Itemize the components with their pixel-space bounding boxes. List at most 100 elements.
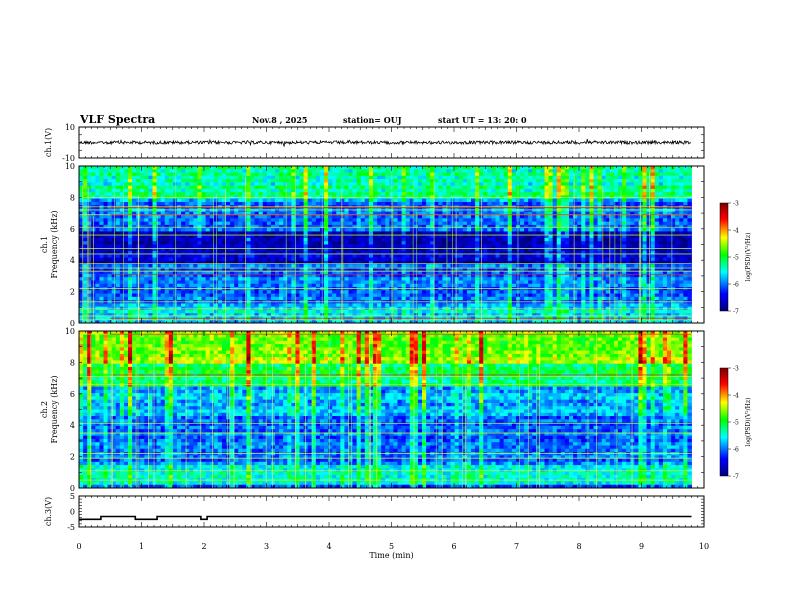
spectrogram-cell: [332, 237, 337, 242]
spectrogram-cell: [524, 251, 529, 255]
spectrogram-cell: [515, 166, 521, 170]
spectrogram-cell: [299, 267, 304, 272]
spectrogram-cell: [246, 260, 251, 265]
spectrogram-cell: [683, 237, 688, 242]
spectrogram-cell: [87, 179, 92, 183]
spectrogram-cell: [483, 185, 488, 190]
spectrogram-cell: [181, 257, 186, 262]
spectrogram-cell: [471, 264, 476, 268]
spectrogram-cell: [360, 166, 366, 170]
spectrogram-cell: [181, 241, 186, 245]
spectrogram-cell: [524, 260, 529, 265]
spectrogram-cell: [189, 211, 194, 216]
spectrogram-cell: [675, 172, 680, 177]
spectrogram-cell: [172, 215, 178, 219]
spectrogram-cell: [79, 244, 84, 249]
spectrogram-cell: [344, 231, 349, 236]
spectrogram-cell: [360, 198, 366, 203]
spectrogram-cell: [642, 221, 647, 226]
spectrogram-cell: [560, 211, 566, 216]
spectrogram-cell: [368, 251, 374, 255]
spectrogram-cell: [671, 257, 676, 262]
spectrogram-cell: [438, 264, 443, 268]
spectrogram-cell: [597, 188, 603, 193]
spectrogram-cell: [487, 169, 492, 173]
spectrogram-cell: [156, 244, 162, 249]
spectrogram-cell: [471, 179, 476, 183]
spectrogram-cell: [609, 172, 615, 177]
spectrogram-cell: [642, 215, 647, 219]
spectrogram-cell: [189, 188, 194, 193]
spectrogram-cell: [340, 179, 345, 183]
spectrogram-cell: [328, 257, 333, 262]
spectrogram-cell: [609, 166, 615, 170]
spectrogram-cell: [458, 267, 464, 272]
spectrogram-cell: [667, 192, 672, 196]
spectrogram-cell: [662, 257, 668, 262]
spectrogram-cell: [540, 257, 545, 262]
spectrogram-cell: [87, 201, 92, 206]
spectrogram-cell: [246, 175, 251, 180]
spectrogram-cell: [667, 182, 672, 187]
spectrogram-cell: [601, 231, 607, 236]
spectrogram-cell: [556, 244, 562, 249]
spectrogram-cell: [107, 188, 113, 193]
spectrogram-cell: [585, 267, 590, 272]
spectrogram-cell: [613, 188, 619, 193]
spectrogram-cell: [528, 224, 533, 229]
spectrogram-cell: [185, 166, 190, 170]
spectrogram-cell: [683, 218, 688, 222]
spectrogram-cell: [275, 244, 280, 249]
spectrogram-cell: [172, 237, 178, 242]
spectrogram-cell: [221, 218, 227, 222]
spectrogram-cell: [499, 201, 505, 206]
spectrogram-cell: [491, 175, 496, 180]
spectrogram-cell: [209, 172, 215, 177]
spectrogram-cell: [283, 251, 288, 255]
spectrogram-cell: [499, 192, 505, 196]
spectrogram-cell: [393, 221, 398, 226]
spectrogram-cell: [287, 264, 292, 268]
spectrogram-cell: [471, 221, 476, 226]
spectrogram-cell: [577, 257, 582, 262]
spectrogram-cell: [483, 254, 488, 258]
spectrogram-cell: [560, 234, 566, 239]
spectrogram-cell: [242, 211, 247, 216]
spectrogram-cell: [356, 201, 362, 206]
spectrogram-cell: [303, 257, 309, 262]
spectrogram-cell: [250, 188, 255, 193]
spectrogram-cell: [234, 185, 239, 190]
spectrogram-cell: [209, 267, 215, 272]
spectrogram-cell: [446, 215, 451, 219]
spectrogram-cell: [234, 221, 239, 226]
spectrogram-cell: [352, 188, 358, 193]
spectrogram-cell: [430, 234, 435, 239]
spectrogram-cell: [230, 251, 235, 255]
spectrogram-cell: [507, 247, 513, 252]
spectrogram-cell: [364, 175, 370, 180]
spectrogram-cell: [213, 260, 219, 265]
spectrogram-cell: [671, 234, 676, 239]
spectrogram-cell: [454, 221, 460, 226]
spectrogram-cell: [164, 267, 170, 272]
spectrogram-cell: [140, 244, 145, 249]
spectrogram-cell: [646, 175, 652, 180]
spectrogram-cell: [675, 201, 680, 206]
spectrogram-cell: [544, 198, 549, 203]
spectrogram-cell: [201, 224, 206, 229]
spectrogram-cell: [132, 211, 137, 216]
spectrogram-cell: [471, 228, 476, 232]
spectrogram-cell: [422, 237, 427, 242]
spectrogram-cell: [654, 185, 660, 190]
spectrogram-cell: [262, 257, 268, 262]
spectrogram-cell: [303, 241, 309, 245]
spectrogram-cell: [172, 175, 178, 180]
spectrogram-cell: [618, 251, 623, 255]
spectrogram-cell: [397, 228, 402, 232]
spectrogram-cell: [671, 211, 676, 216]
spectrogram-cell: [446, 185, 451, 190]
spectrogram-cell: [556, 267, 562, 272]
spectrogram-cell: [221, 244, 227, 249]
spectrogram-cell: [422, 172, 427, 177]
spectrogram-cell: [609, 215, 615, 219]
